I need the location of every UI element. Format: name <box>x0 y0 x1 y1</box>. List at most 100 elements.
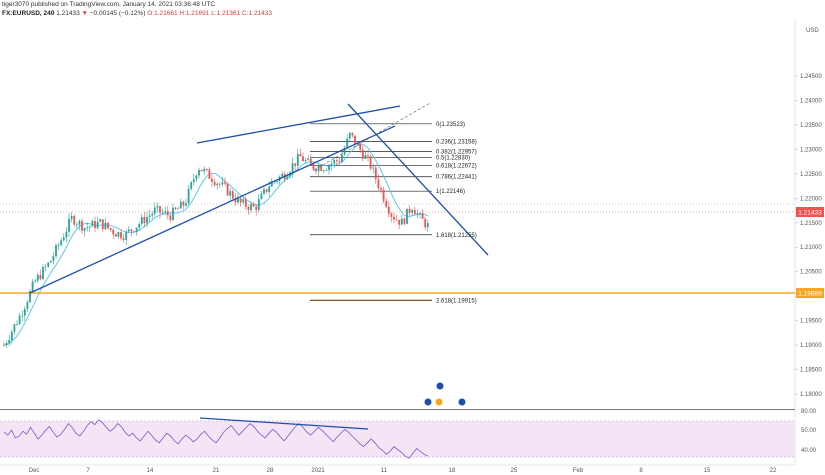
candle-body <box>338 161 341 163</box>
down-arrow-icon: ▼ <box>81 10 88 17</box>
rsi-tick-label: 40.00 <box>801 448 817 454</box>
last-price-badge: 1.21433 <box>796 207 824 217</box>
candle-body <box>265 189 268 192</box>
price-tick-label: 1.18500 <box>800 368 822 374</box>
price-tick-label: 1.23000 <box>800 147 822 153</box>
candle-body <box>36 274 39 281</box>
candle-body <box>23 308 26 316</box>
candle-body <box>86 227 89 229</box>
candle-body <box>346 138 349 148</box>
candle-body <box>263 189 265 194</box>
price-tick-label: 1.18000 <box>800 392 822 398</box>
candle-body <box>317 166 320 172</box>
candle-body <box>39 274 42 279</box>
price-tick-label: 1.19500 <box>800 319 822 325</box>
candle-body <box>177 208 180 210</box>
event-marker-icon[interactable] <box>424 398 432 406</box>
candle-body <box>260 193 263 200</box>
candle-body <box>164 211 167 213</box>
candle-body <box>47 262 50 267</box>
symbol-label[interactable]: FX:EURUSD, 240 <box>2 10 55 17</box>
candle-body <box>369 156 372 169</box>
candle-body <box>127 229 130 232</box>
candle-body <box>120 232 122 239</box>
descending-trendline[interactable] <box>347 103 489 256</box>
candle-body <box>231 191 234 199</box>
candle-body <box>5 343 8 346</box>
candle-body <box>65 231 68 238</box>
candle-body <box>270 181 273 187</box>
high-value: H:1.21691 <box>179 10 210 17</box>
candle-body <box>304 159 307 162</box>
candle-body <box>161 212 164 214</box>
fib-level-label: 0.618(1.22672) <box>436 163 477 169</box>
fib-level-label: 0.236(1.23158) <box>436 140 477 146</box>
candle-body <box>83 227 86 231</box>
candle-body <box>169 215 172 220</box>
time-tick-label: Dec <box>29 468 40 474</box>
time-axis[interactable]: Dec 7 14 21 28 2021 11 18 25 Feb 8 15 22 <box>29 468 777 474</box>
candle-body <box>88 226 91 228</box>
rsi-band <box>0 421 795 457</box>
candle-body <box>60 240 63 246</box>
event-marker-icon[interactable] <box>435 398 443 406</box>
time-tick-label: 14 <box>147 468 154 474</box>
candle-body <box>247 206 250 210</box>
candle-body <box>307 158 310 160</box>
fibonacci-extension[interactable]: 0(1.23523)0.236(1.23158)0.382(1.22957)0.… <box>310 122 477 305</box>
candle-body <box>348 132 351 139</box>
candle-body <box>68 218 70 232</box>
event-marker-icon[interactable] <box>436 382 444 390</box>
candle-body <box>3 345 5 346</box>
candle-body <box>380 188 382 190</box>
candle-body <box>413 210 416 215</box>
candle-body <box>192 179 195 183</box>
candle-body <box>34 280 37 282</box>
candle-body <box>21 315 24 317</box>
rsi-divergence-trendline[interactable] <box>199 417 369 430</box>
candle-body <box>374 167 377 180</box>
candle-body <box>81 220 83 231</box>
rising-wedge-lower-trendline[interactable] <box>29 125 396 294</box>
candle-body <box>403 218 406 224</box>
rsi-tick-label: 50.00 <box>801 428 817 434</box>
candle-body <box>341 154 343 163</box>
time-tick-label: 7 <box>86 468 90 474</box>
candle-body <box>218 183 221 185</box>
channel-projection-dashed-line <box>313 102 431 171</box>
candle-body <box>172 207 174 220</box>
candle-body <box>75 224 78 226</box>
candle-body <box>382 189 385 201</box>
candle-body <box>153 207 156 214</box>
candles <box>3 132 429 349</box>
candle-body <box>143 216 146 224</box>
low-value: L:1.21361 <box>211 10 241 17</box>
candle-body <box>281 173 284 177</box>
candle-body <box>140 216 143 225</box>
candle-body <box>18 315 21 325</box>
price-tick-label: 1.21000 <box>800 245 822 251</box>
price-axis[interactable]: 1.24500 1.24000 1.23500 1.23000 1.22500 1.220… <box>795 74 822 398</box>
candle-body <box>104 222 107 230</box>
candle-body <box>315 169 317 172</box>
candle-body <box>138 224 141 228</box>
candle-body <box>408 208 411 213</box>
rising-wedge-upper-trendline[interactable] <box>196 105 401 144</box>
price-tick-label: 1.21500 <box>800 221 822 227</box>
candle-body <box>239 198 242 203</box>
candle-body <box>179 201 182 209</box>
candle-body <box>62 237 65 241</box>
fib-level-label: 2.618(1.19915) <box>436 298 477 304</box>
candle-body <box>125 231 128 240</box>
economic-event-icons[interactable] <box>424 382 466 406</box>
candle-body <box>385 200 388 207</box>
candle-body <box>328 165 330 170</box>
candle-body <box>377 179 380 189</box>
candle-body <box>156 206 159 208</box>
candle-body <box>294 163 297 166</box>
candle-body <box>257 199 260 210</box>
fib-level-label: 0.382(1.22957) <box>436 149 477 155</box>
event-marker-icon[interactable] <box>458 398 466 406</box>
price-change: −0.00145 (−0.12%) <box>89 10 146 17</box>
